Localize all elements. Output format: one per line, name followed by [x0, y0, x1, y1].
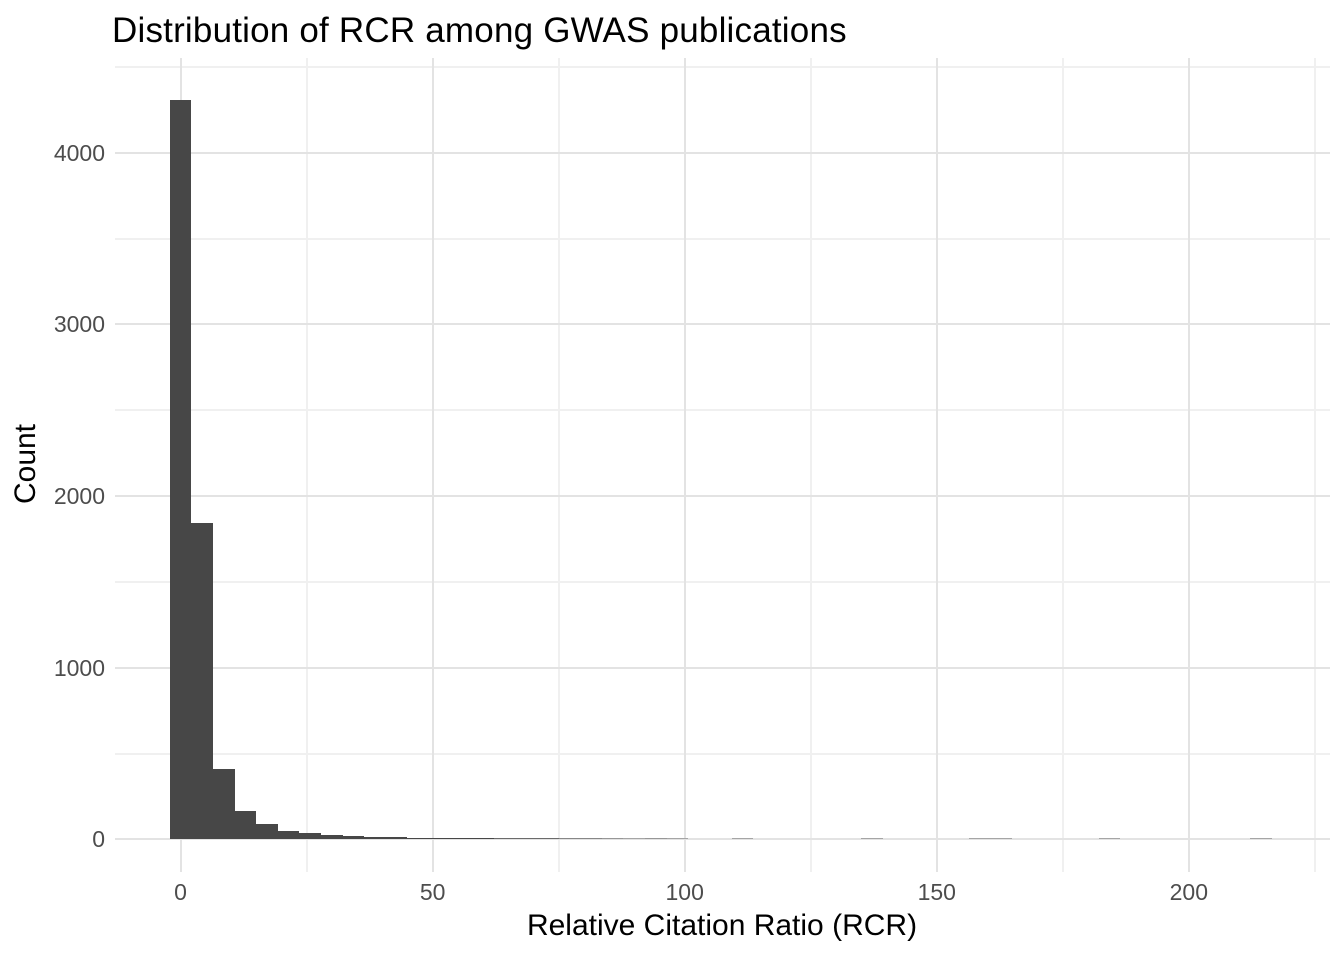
gridline-x-major — [935, 58, 938, 872]
histogram-bar — [861, 838, 883, 840]
histogram-bar — [1250, 838, 1272, 840]
histogram-bar — [169, 99, 192, 840]
histogram-bar — [1098, 838, 1121, 840]
x-tick-label: 200 — [1169, 879, 1209, 905]
gridline-x-minor — [557, 58, 560, 872]
gridline-x-minor — [1061, 58, 1064, 872]
gridline-y-major — [115, 666, 1330, 669]
x-tick-label: 0 — [174, 879, 187, 905]
x-tick-label: 150 — [917, 879, 956, 905]
gridline-y-major — [115, 838, 1330, 841]
gridline-x-minor — [1313, 58, 1316, 872]
gridline-y-minor — [115, 237, 1330, 240]
gridline-y-major — [115, 323, 1330, 326]
histogram-bar — [580, 838, 602, 840]
histogram-bar — [623, 838, 646, 840]
histogram-bar — [407, 837, 429, 840]
histogram-bar — [234, 810, 257, 840]
gridline-y-major — [115, 495, 1330, 498]
histogram-bar — [645, 838, 667, 840]
histogram-bar — [450, 838, 473, 840]
histogram-bar — [364, 836, 386, 840]
y-tick-label: 0 — [92, 826, 105, 853]
y-tick-label: 4000 — [53, 139, 105, 166]
gridline-y-minor — [115, 409, 1330, 412]
gridline-x-minor — [305, 58, 308, 872]
x-tick-label: 50 — [419, 879, 446, 905]
gridline-x-major — [683, 58, 686, 872]
histogram-bar — [277, 831, 300, 840]
histogram-bar — [537, 838, 559, 840]
y-tick-label: 2000 — [53, 483, 105, 510]
histogram-bar — [969, 838, 991, 840]
x-tick-label: 100 — [665, 879, 704, 905]
gridline-y-major — [115, 151, 1330, 154]
plot-panel — [115, 58, 1330, 872]
gridline-x-minor — [809, 58, 812, 872]
histogram-bar — [320, 834, 343, 840]
histogram-bar — [990, 838, 1013, 840]
histogram-bar — [342, 835, 365, 840]
histogram-bar — [299, 833, 321, 840]
gridline-y-minor — [115, 580, 1330, 583]
histogram-bar — [385, 837, 408, 840]
gridline-y-minor — [115, 752, 1330, 755]
histogram-bar — [472, 838, 494, 840]
histogram-bar — [212, 768, 235, 840]
chart-title: Distribution of RCR among GWAS publicati… — [112, 11, 847, 50]
histogram-bar — [515, 838, 538, 840]
histogram-bar — [256, 824, 278, 840]
gridline-y-minor — [115, 65, 1330, 68]
histogram-bar — [191, 522, 213, 840]
histogram-bar — [601, 838, 624, 840]
histogram-bar — [558, 838, 581, 840]
histogram-bar — [493, 838, 516, 840]
gridline-x-major — [431, 58, 434, 872]
y-axis-title: Count — [9, 423, 42, 505]
x-axis-title: Relative Citation Ratio (RCR) — [526, 909, 918, 942]
y-tick-label: 1000 — [53, 654, 105, 681]
y-tick-label: 3000 — [53, 311, 105, 338]
histogram-bar — [429, 838, 451, 840]
histogram-bar — [666, 838, 689, 840]
gridline-x-major — [1187, 58, 1190, 872]
histogram-bar — [731, 838, 754, 840]
